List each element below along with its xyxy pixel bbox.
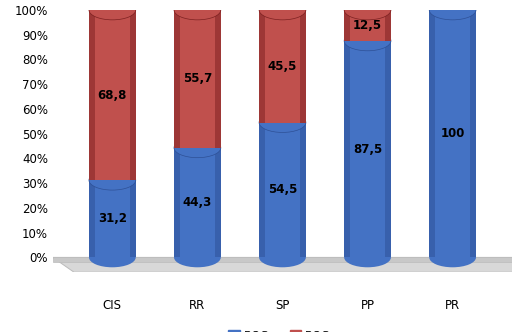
Text: 55,7: 55,7 [183,72,212,85]
Bar [259,123,265,257]
Bar [130,10,136,180]
Ellipse shape [259,0,306,20]
Bar [470,10,476,257]
Ellipse shape [429,247,476,267]
Bar [259,10,265,123]
Ellipse shape [344,31,391,51]
Ellipse shape [259,113,306,132]
Bar [344,41,350,257]
Ellipse shape [174,138,221,158]
Bar [130,180,136,257]
Polygon shape [53,257,528,272]
Ellipse shape [174,0,221,20]
Bar [429,10,476,257]
Bar [89,10,136,180]
Text: 68,8: 68,8 [98,89,127,102]
Bar [89,180,136,257]
Bar [174,148,221,257]
Bar [215,148,221,257]
Bar [429,10,435,257]
Ellipse shape [89,0,136,20]
Bar [89,180,95,257]
Ellipse shape [259,247,306,267]
Bar [300,10,306,123]
Bar [385,10,391,41]
Bar [215,10,221,148]
Ellipse shape [174,247,221,267]
Text: 87,5: 87,5 [353,143,382,156]
Text: 12,5: 12,5 [353,19,382,32]
Bar [300,123,306,257]
Bar [344,10,391,41]
Ellipse shape [344,247,391,267]
Text: 31,2: 31,2 [98,212,127,225]
Text: 45,5: 45,5 [268,60,297,73]
Bar [385,41,391,257]
Ellipse shape [89,170,136,190]
Bar [344,10,350,41]
Bar [344,41,391,257]
Text: 44,3: 44,3 [183,196,212,209]
Ellipse shape [89,247,136,267]
Bar [259,123,306,257]
Legend: BOC +, BOC -: BOC +, BOC - [224,326,341,332]
Text: 100: 100 [440,127,465,140]
Bar [174,148,180,257]
Polygon shape [53,257,512,262]
Text: 54,5: 54,5 [268,184,297,197]
Ellipse shape [344,0,391,20]
Bar [174,10,221,148]
Bar [174,10,180,148]
Bar [89,10,95,180]
Ellipse shape [429,0,476,20]
Bar [259,10,306,123]
